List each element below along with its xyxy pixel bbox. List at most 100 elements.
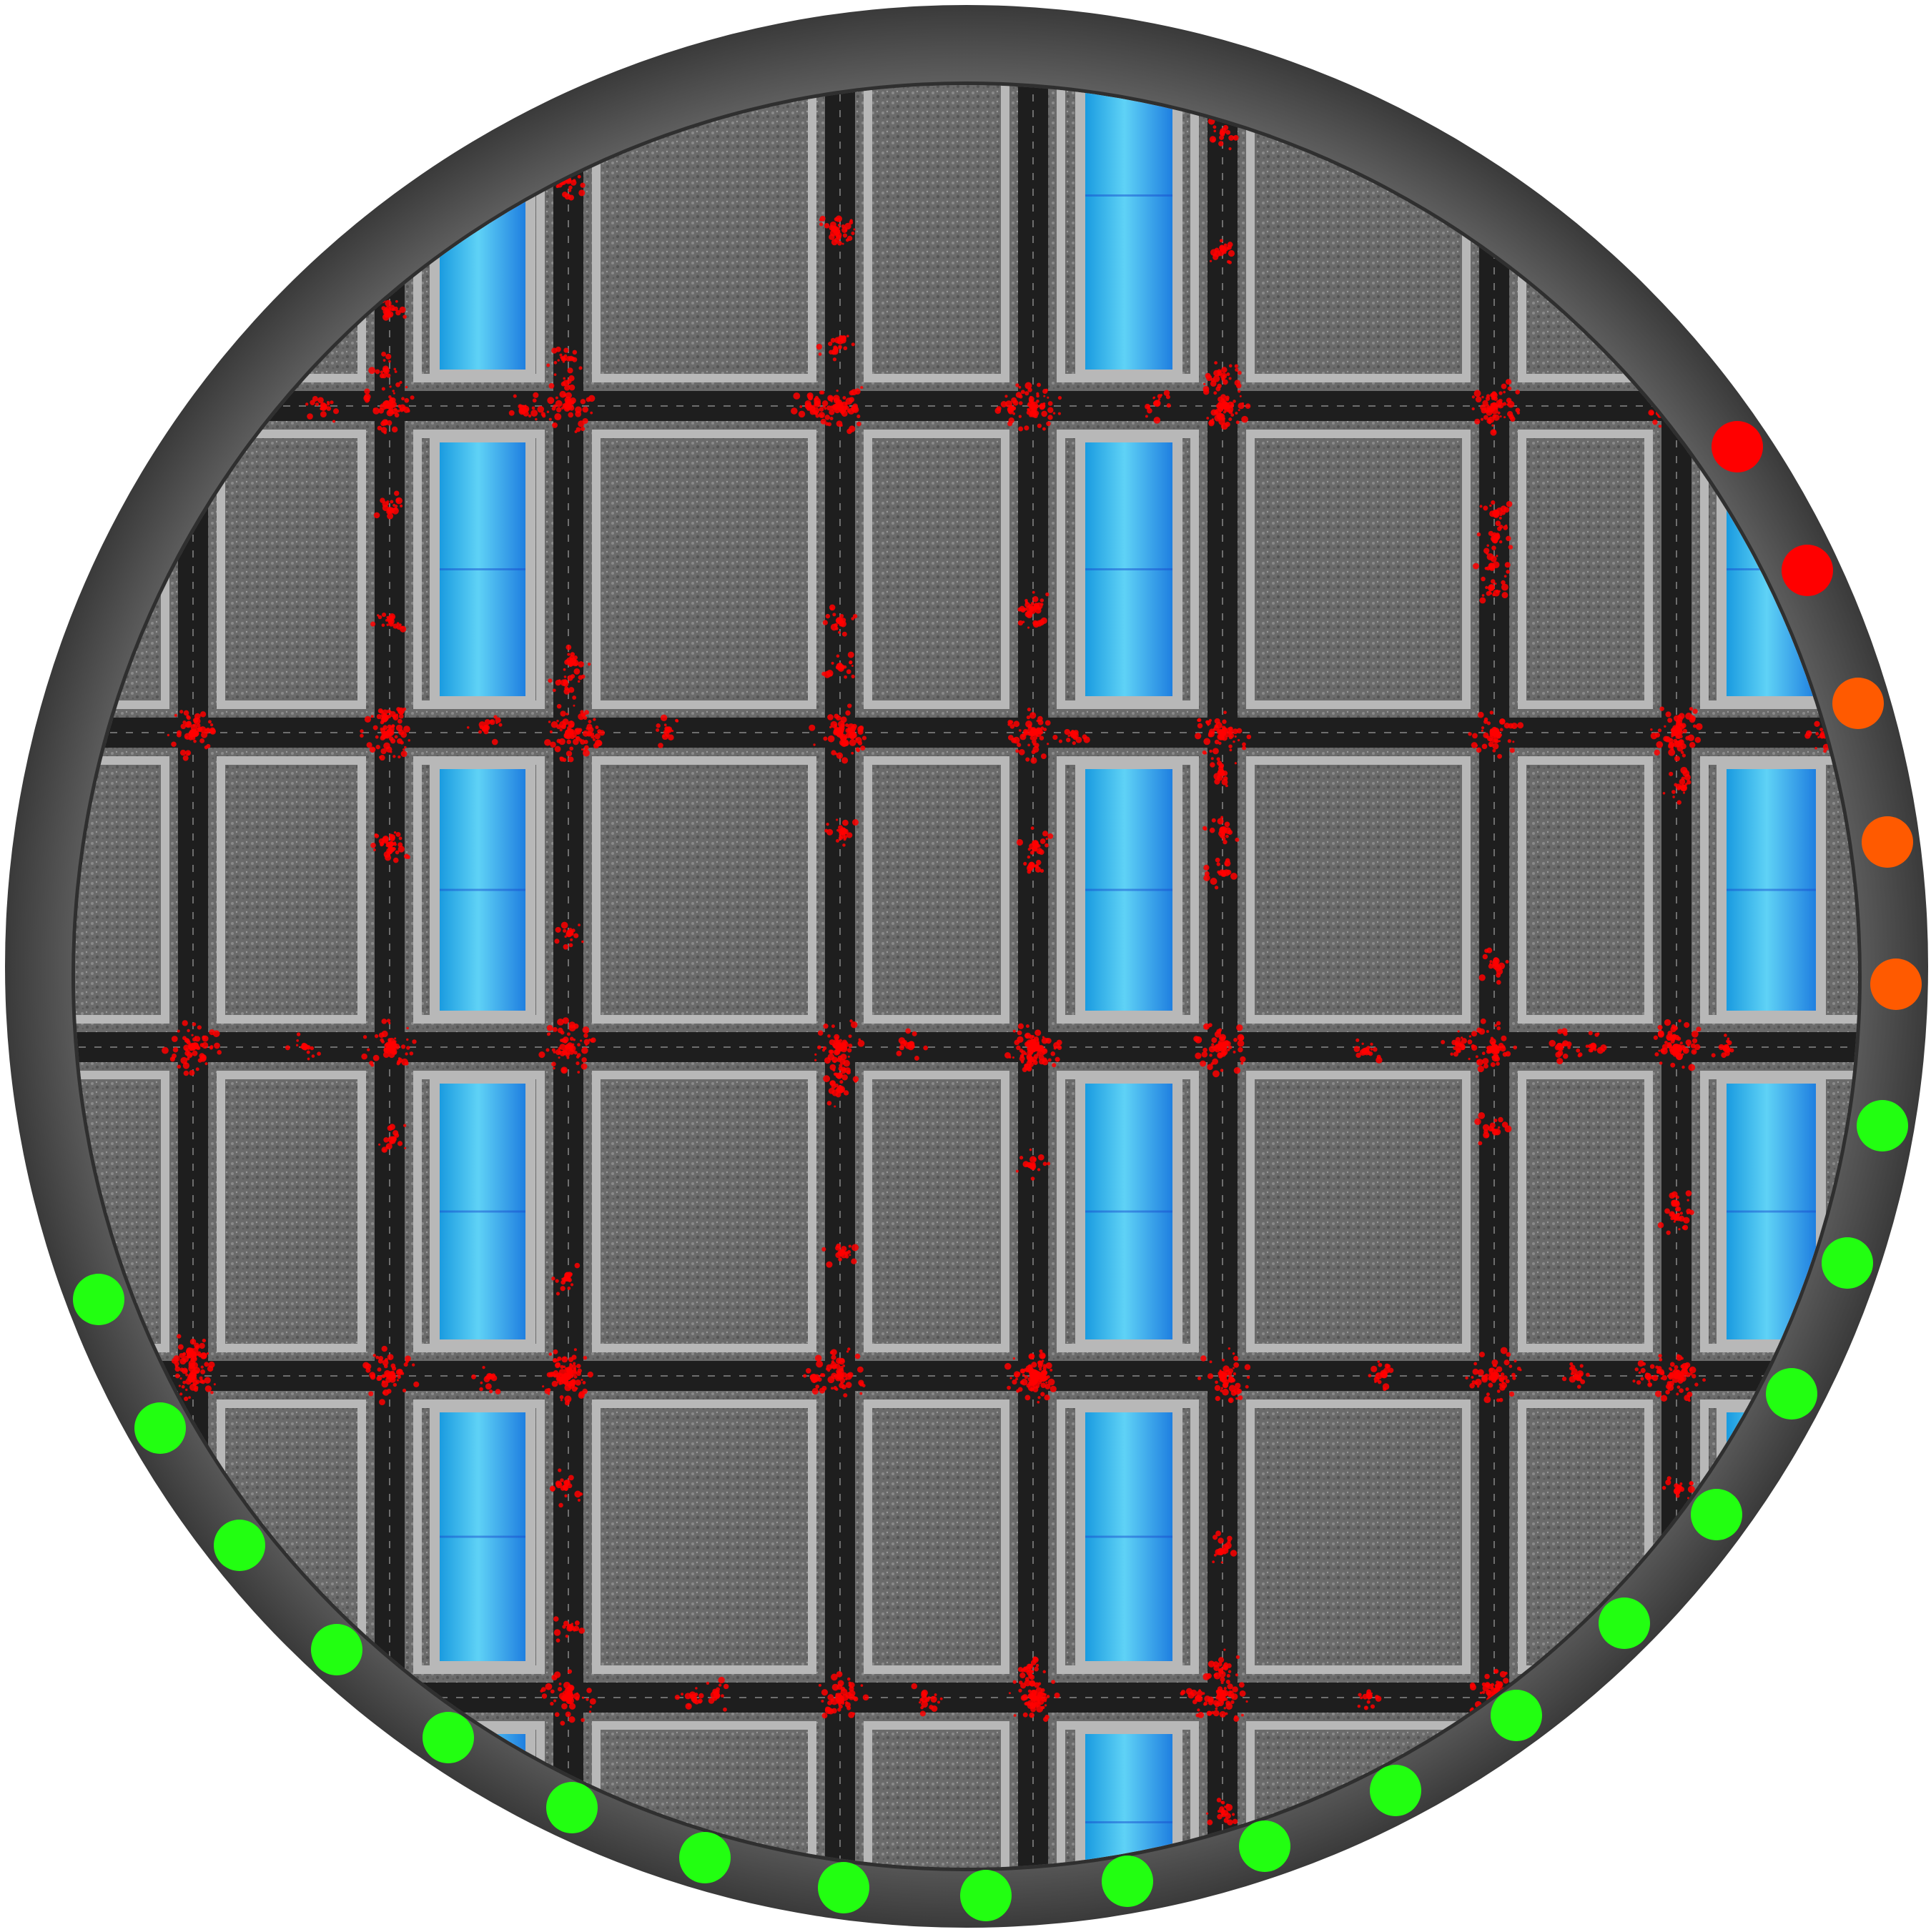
activity-dot (1493, 414, 1500, 421)
activity-dot (1222, 1543, 1230, 1551)
activity-dot (1489, 963, 1492, 966)
activity-dot (1027, 855, 1031, 859)
activity-dot (1047, 401, 1053, 406)
activity-dot (842, 396, 846, 400)
activity-dot (1701, 1690, 1707, 1696)
activity-dot (550, 741, 556, 748)
activity-dot (558, 1046, 561, 1050)
activity-dot (1026, 1066, 1032, 1072)
activity-dot (829, 1039, 835, 1046)
activity-dot (1670, 1698, 1675, 1703)
activity-dot (1224, 821, 1230, 828)
activity-dot (1666, 1689, 1672, 1694)
activity-dot (841, 1074, 848, 1081)
activity-dot (377, 1375, 382, 1381)
activity-dot (1027, 1689, 1032, 1693)
activity-dot (1025, 1024, 1029, 1029)
activity-dot (372, 848, 376, 851)
city-block (864, 1721, 1009, 1868)
activity-dot (513, 394, 517, 398)
activity-dot (835, 1693, 842, 1700)
activity-dot (1238, 1046, 1243, 1053)
activity-dot (1684, 1678, 1690, 1683)
activity-dot (540, 1689, 543, 1693)
activity-dot (1234, 762, 1238, 765)
activity-dot (1499, 718, 1506, 725)
activity-dot (1679, 1633, 1684, 1639)
activity-dot (851, 674, 855, 679)
activity-dot (1220, 394, 1226, 400)
activity-dot (388, 621, 394, 627)
activity-dot (1515, 407, 1521, 413)
activity-dot (827, 1034, 831, 1038)
activity-dot (1650, 728, 1653, 731)
activity-dot (1683, 1048, 1687, 1052)
activity-dot (1040, 753, 1047, 759)
activity-dot (565, 1634, 569, 1638)
activity-dot (1037, 1154, 1044, 1161)
activity-dot (1497, 526, 1502, 531)
activity-dot (173, 157, 178, 162)
activity-dot (1684, 1695, 1692, 1702)
activity-dot (1490, 429, 1497, 436)
activity-dot (1674, 1635, 1681, 1642)
activity-dot (169, 164, 174, 169)
activity-dot (194, 306, 199, 311)
activity-dot (835, 399, 843, 406)
activity-dot (1682, 1627, 1689, 1634)
activity-dot (830, 623, 838, 631)
activity-dot (1677, 1633, 1684, 1640)
activity-dot (1667, 1779, 1674, 1785)
road-activity (1479, 100, 1506, 133)
activity-dot (1692, 708, 1698, 714)
activity-dot (1468, 1057, 1471, 1061)
activity-dot (818, 412, 825, 419)
activity-dot (555, 926, 561, 933)
activity-dot (828, 1087, 835, 1094)
activity-dot (1671, 1696, 1674, 1699)
activity-dot (842, 819, 849, 826)
activity-dot (1051, 1680, 1055, 1684)
activity-dot (857, 728, 864, 735)
activity-dot (1488, 112, 1494, 118)
activity-dot (378, 1143, 381, 1146)
activity-dot (1030, 602, 1034, 605)
activity-dot (1690, 1043, 1696, 1049)
activity-dot (406, 1026, 409, 1030)
activity-dot (838, 345, 842, 350)
activity-dot (855, 747, 860, 752)
activity-dot (1658, 1049, 1661, 1052)
activity-dot (200, 1369, 206, 1374)
activity-dot (837, 1085, 843, 1091)
activity-dot (197, 1720, 202, 1725)
activity-dot (1648, 410, 1654, 416)
activity-dot (1016, 1389, 1020, 1393)
activity-dot (393, 1040, 397, 1044)
activity-dot (183, 187, 187, 190)
activity-dot (823, 1075, 831, 1083)
activity-dot (396, 622, 400, 625)
activity-dot (1206, 417, 1210, 420)
activity-dot (577, 174, 581, 179)
activity-dot (172, 397, 177, 401)
activity-dot (1483, 719, 1488, 724)
activity-dot (1819, 728, 1824, 732)
activity-dot (1152, 397, 1155, 400)
activity-dot (400, 750, 408, 758)
activity-dot (1676, 1385, 1681, 1389)
activity-dot (839, 619, 841, 623)
activity-dot (405, 1355, 411, 1362)
activity-dot (831, 750, 836, 756)
activity-dot (209, 290, 216, 297)
activity-dot (1473, 1362, 1478, 1366)
activity-dot (838, 1357, 845, 1365)
activity-dot (834, 1034, 840, 1040)
activity-dot (555, 1292, 560, 1296)
activity-dot (1034, 1666, 1039, 1672)
activity-dot (1682, 770, 1690, 777)
activity-dot (1032, 621, 1039, 628)
activity-dot (1477, 711, 1484, 718)
activity-dot (923, 1045, 929, 1051)
activity-dot (856, 421, 861, 427)
